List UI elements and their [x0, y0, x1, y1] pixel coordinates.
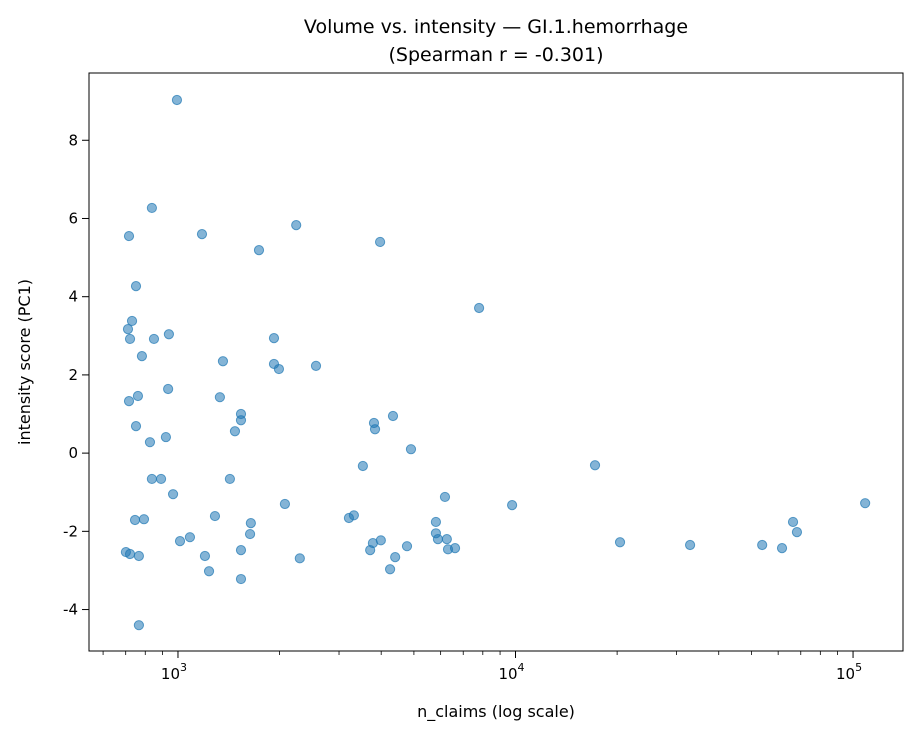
data-point	[235, 573, 247, 585]
x-tick-label: 103	[161, 661, 187, 683]
chart-title: Volume vs. intensity — GI.1.hemorrhage	[304, 16, 688, 38]
data-point	[160, 431, 172, 443]
data-point	[126, 315, 138, 327]
data-point	[163, 329, 175, 340]
data-point	[174, 536, 186, 547]
data-point	[171, 94, 183, 106]
x-tick-label: 105	[836, 661, 862, 683]
data-point	[155, 473, 167, 485]
data-point	[507, 500, 518, 511]
y-tick-label: 4	[68, 288, 78, 306]
data-point	[757, 539, 768, 551]
data-point	[235, 545, 247, 556]
axis-ticks: 103 104 105 -4 -2 0 2 4 6 8	[63, 131, 862, 683]
y-tick-label: 0	[68, 444, 78, 462]
data-point	[310, 360, 322, 372]
data-point	[136, 351, 148, 362]
data-point	[209, 510, 221, 522]
data-point	[374, 236, 386, 248]
data-point	[614, 537, 626, 548]
data-point	[442, 544, 454, 555]
data-point	[791, 527, 803, 538]
data-point	[432, 534, 444, 545]
data-point	[133, 550, 144, 562]
y-tick-label: 6	[68, 209, 78, 227]
data-point	[124, 548, 136, 560]
x-tick-label: 104	[498, 661, 524, 683]
data-point	[401, 541, 413, 552]
data-point	[439, 491, 451, 503]
data-point	[235, 415, 247, 426]
chart-subtitle: (Spearman r = -0.301)	[388, 44, 603, 66]
data-point	[163, 383, 174, 395]
data-point	[253, 245, 265, 256]
data-point	[787, 516, 799, 528]
data-point	[123, 230, 135, 242]
data-point	[167, 489, 179, 500]
y-axis-label: intensity score (PC1)	[15, 279, 34, 445]
data-point	[217, 356, 229, 367]
data-point	[390, 552, 401, 563]
data-point	[365, 545, 376, 556]
data-point	[589, 460, 601, 471]
data-point	[860, 498, 871, 509]
data-point	[124, 333, 136, 345]
data-point	[148, 333, 160, 345]
data-point	[138, 514, 150, 525]
data-point	[405, 444, 417, 455]
data-point	[144, 437, 156, 448]
data-point	[132, 390, 144, 402]
data-point	[130, 281, 142, 292]
data-point	[348, 510, 359, 521]
data-point	[279, 498, 291, 510]
data-point	[684, 539, 696, 551]
data-point	[357, 460, 368, 472]
data-point	[776, 543, 788, 554]
data-point	[245, 518, 256, 529]
plot-frame	[88, 72, 904, 652]
data-points	[120, 94, 871, 631]
data-point	[214, 392, 225, 403]
data-point	[229, 426, 241, 437]
data-point	[224, 473, 235, 485]
data-point	[369, 424, 381, 435]
data-point	[273, 363, 285, 375]
data-point	[473, 302, 485, 314]
data-point	[123, 396, 135, 407]
data-point	[291, 220, 302, 231]
data-point	[199, 550, 211, 562]
data-point	[430, 516, 442, 528]
y-tick-label: -4	[63, 601, 78, 619]
data-point	[384, 564, 396, 575]
data-point	[146, 202, 157, 214]
y-tick-label: -2	[63, 522, 78, 540]
data-point	[122, 324, 134, 335]
data-point	[129, 514, 141, 526]
y-tick-label: 2	[68, 366, 78, 384]
data-point	[441, 534, 452, 545]
data-point	[196, 229, 208, 240]
data-point	[268, 333, 280, 344]
data-point	[146, 473, 157, 485]
data-point	[244, 528, 256, 540]
data-point	[294, 553, 305, 564]
data-point	[203, 566, 215, 577]
data-point	[130, 421, 142, 432]
data-point	[387, 410, 399, 422]
data-point	[184, 532, 196, 543]
data-point	[133, 620, 144, 631]
x-axis-label: n_claims (log scale)	[417, 702, 575, 722]
y-tick-label: 8	[68, 131, 78, 149]
